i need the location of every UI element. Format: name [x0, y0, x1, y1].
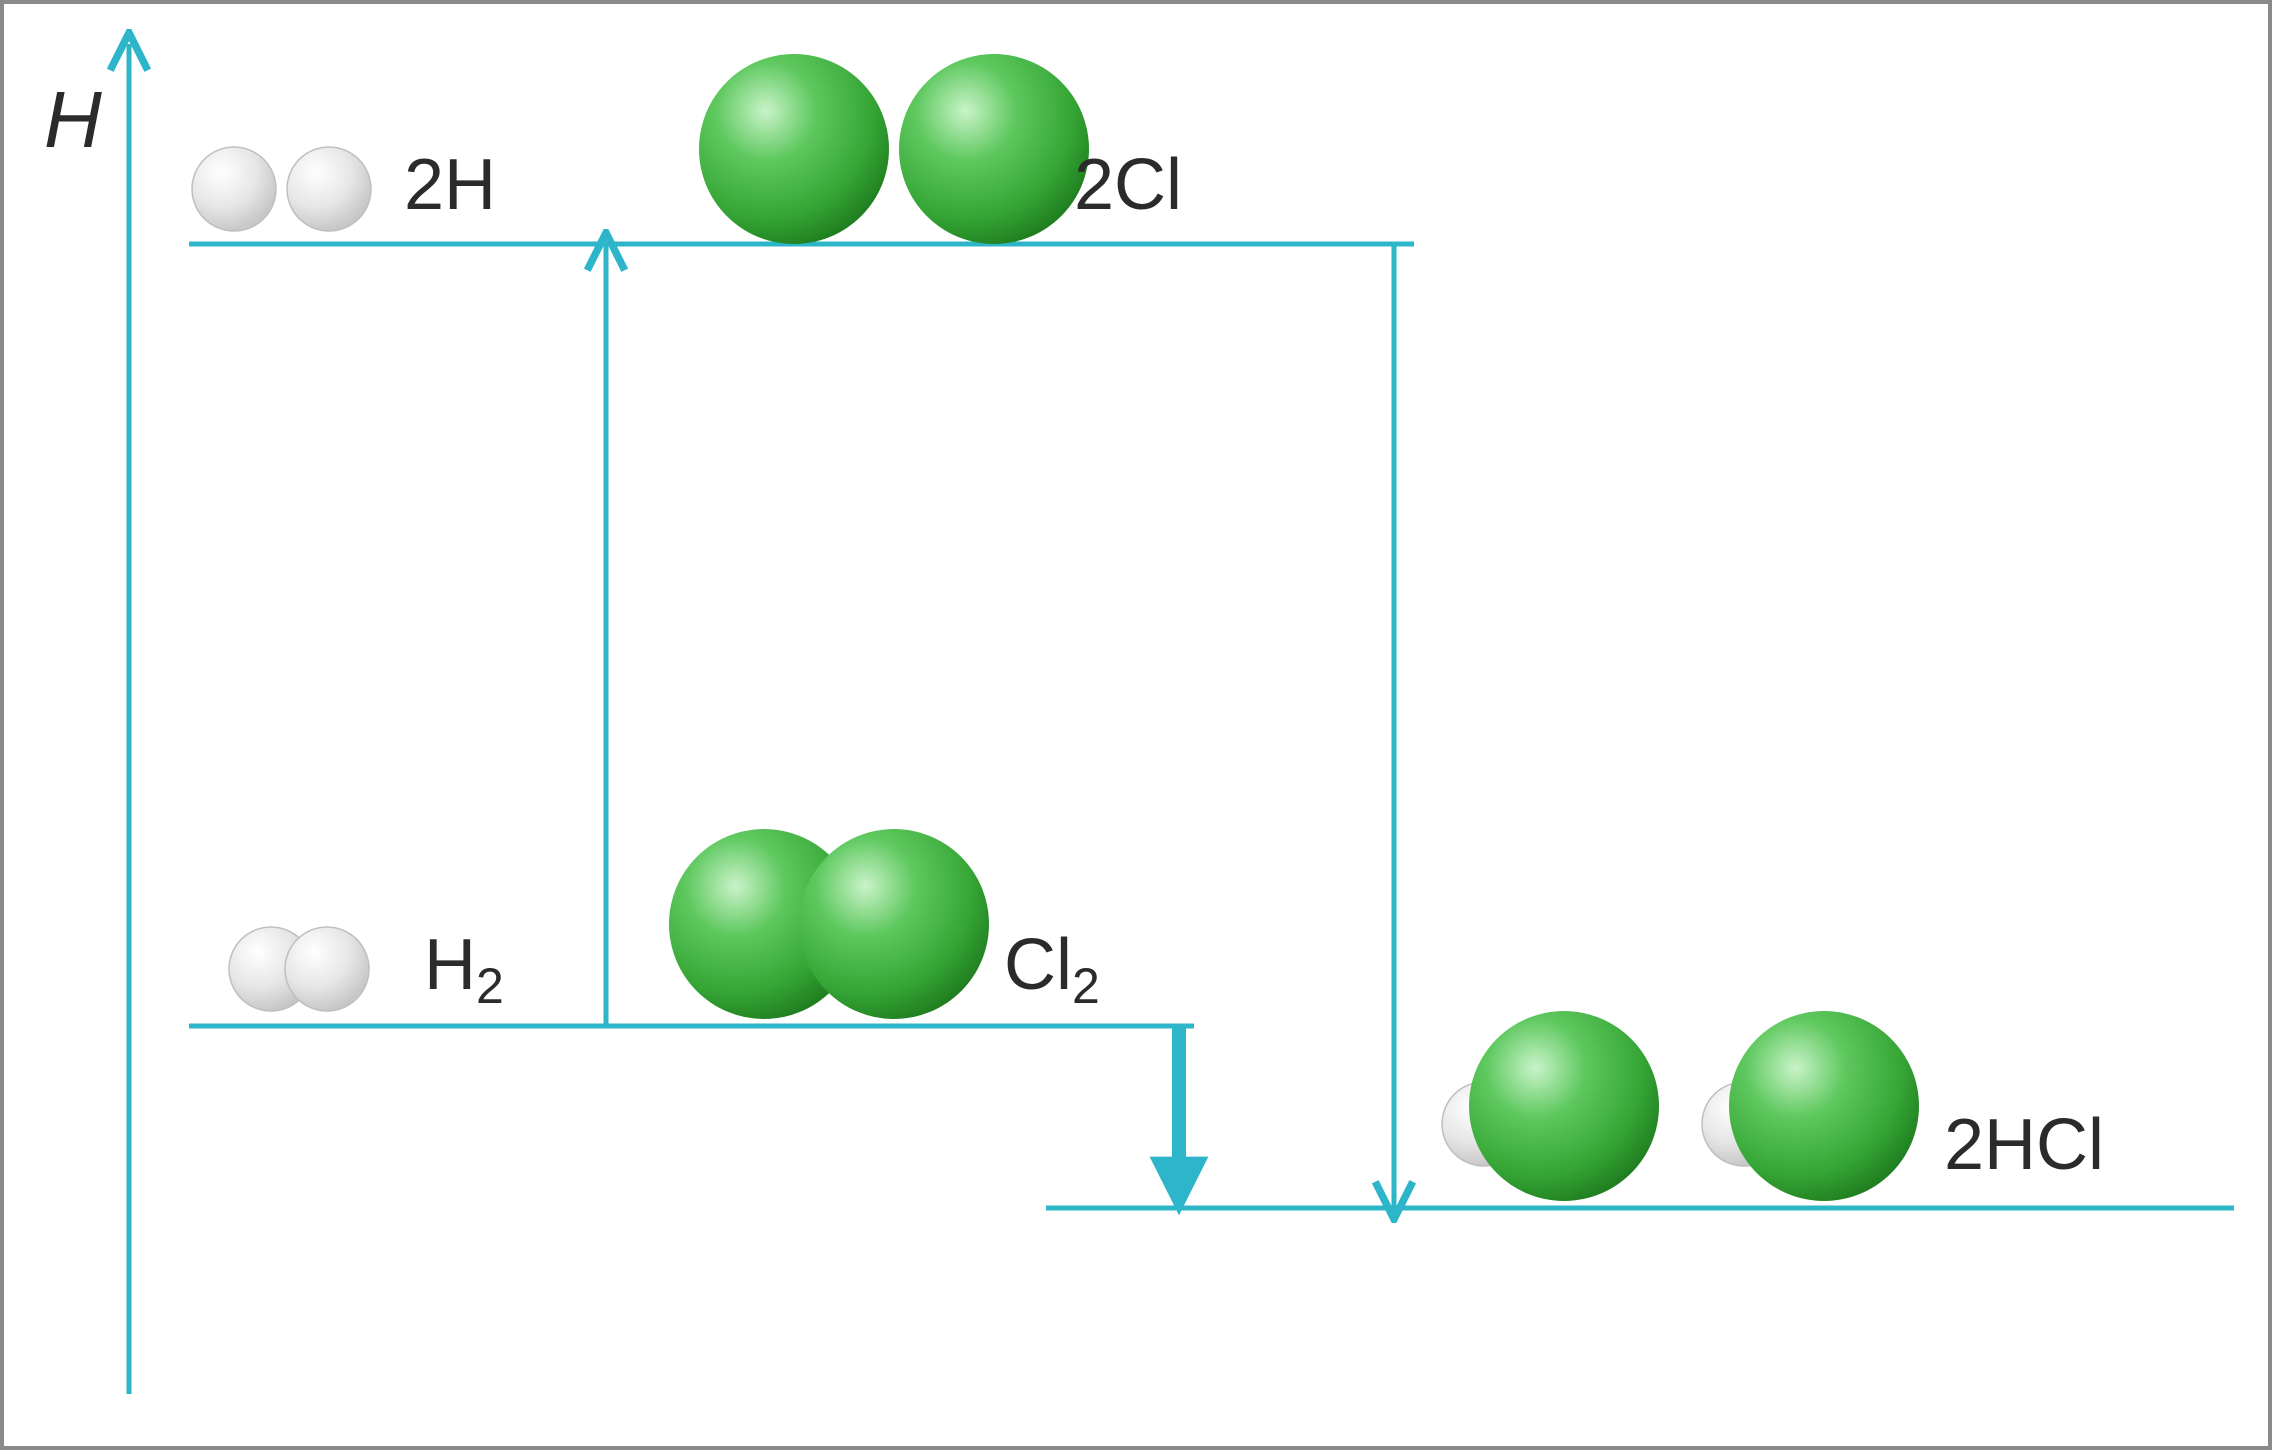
atom-H — [287, 147, 371, 231]
atom-Cl — [699, 54, 889, 244]
label-2Cl: 2Cl — [1074, 144, 1182, 226]
axis-label-H: H — [44, 74, 102, 166]
atom-Cl — [899, 54, 1089, 244]
atom-Cl — [799, 829, 989, 1019]
atom-H — [192, 147, 276, 231]
label-Cl2: Cl2 — [1004, 924, 1100, 1015]
atom-Cl — [1469, 1011, 1659, 1201]
label-H2: H2 — [424, 924, 504, 1015]
arrows — [606, 244, 1394, 1208]
label-2HCl: 2HCl — [1944, 1104, 2104, 1186]
energy-levels — [129, 44, 2234, 1394]
atom-H — [285, 927, 369, 1011]
molecules — [192, 54, 1919, 1201]
diagram-frame: H 2H 2Cl H2 Cl2 2HCl — [0, 0, 2272, 1450]
label-2H: 2H — [404, 144, 496, 226]
atom-Cl — [1729, 1011, 1919, 1201]
